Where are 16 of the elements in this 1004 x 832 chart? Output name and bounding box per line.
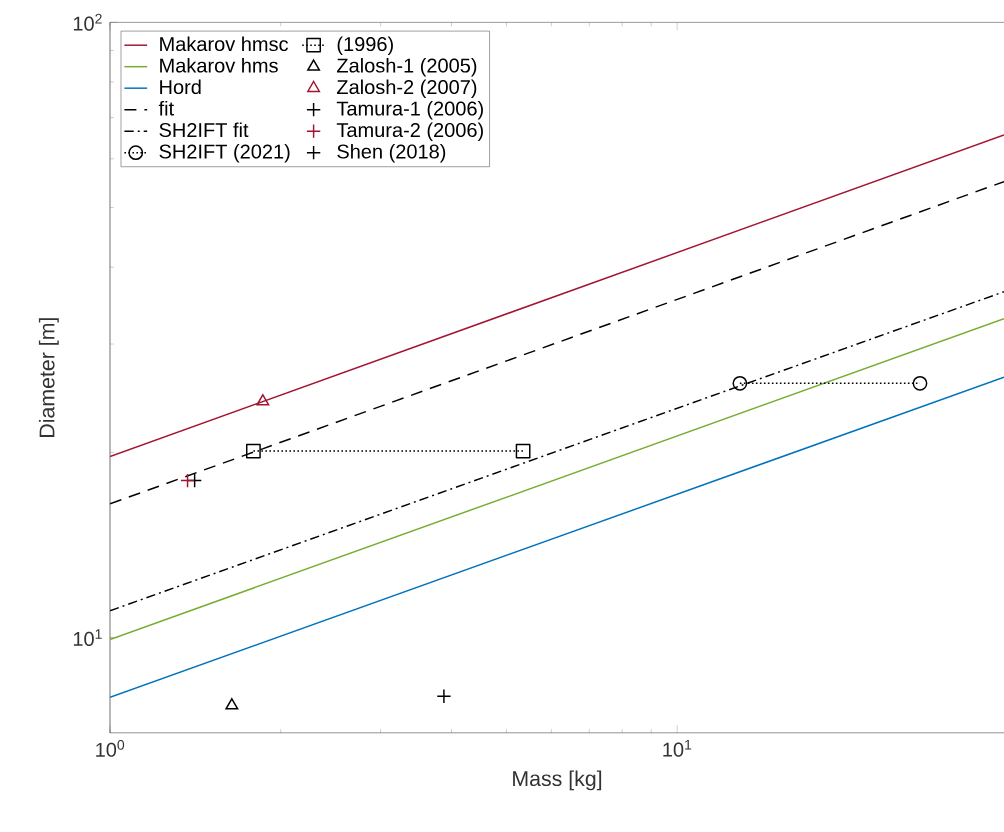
legend-label: Hord	[160, 79, 201, 95]
legend-label: Tamura-2 (2006)	[336, 122, 483, 142]
legend-label: Tamura-1 (2006)	[336, 100, 483, 120]
legend-label: fit	[158, 100, 174, 116]
legend-label: Zalosh-2 (2007)	[337, 79, 477, 99]
legend-label: Shen (2018)	[337, 143, 446, 163]
legend-label: (1996)	[337, 36, 393, 56]
x-tick-label: 10$^{0}$	[96, 739, 125, 757]
y-axis-title: Diameter [m]	[38, 318, 59, 437]
x-axis-title: Mass [kg]	[513, 770, 602, 791]
legend-label: Makarov hmsc	[160, 36, 289, 52]
legend-label: Makarov hms	[160, 57, 278, 73]
legend-label: SH2IFT (2021)	[159, 143, 290, 163]
legend-label: Zalosh-1 (2005)	[337, 57, 477, 77]
y-tick-label: 10$^{2}$	[73, 13, 102, 31]
legend-label: SH2IFT fit	[159, 122, 249, 138]
